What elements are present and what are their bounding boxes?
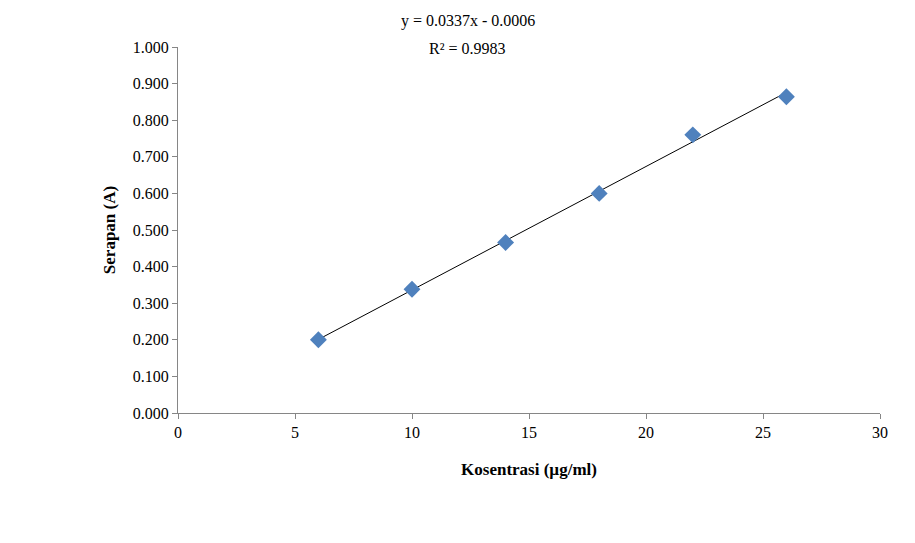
svg-text:25: 25	[755, 424, 771, 441]
svg-text:20: 20	[638, 424, 654, 441]
svg-text:5: 5	[291, 424, 299, 441]
svg-text:0.400: 0.400	[133, 258, 169, 275]
svg-text:0.900: 0.900	[133, 75, 169, 92]
svg-text:15: 15	[521, 424, 537, 441]
svg-text:0.000: 0.000	[133, 405, 169, 422]
svg-text:0: 0	[174, 424, 182, 441]
svg-text:30: 30	[872, 424, 888, 441]
svg-text:0.800: 0.800	[133, 112, 169, 129]
svg-text:0.100: 0.100	[133, 368, 169, 385]
svg-text:0.300: 0.300	[133, 295, 169, 312]
svg-text:1.000: 1.000	[133, 39, 169, 56]
svg-text:0.500: 0.500	[133, 222, 169, 239]
svg-text:0.200: 0.200	[133, 331, 169, 348]
svg-text:Serapan (A): Serapan (A)	[100, 186, 119, 274]
svg-text:y = 0.0337x - 0.0006: y = 0.0337x - 0.0006	[401, 12, 535, 30]
svg-text:R² = 0.9983: R² = 0.9983	[429, 40, 506, 57]
svg-text:0.600: 0.600	[133, 185, 169, 202]
svg-text:0.700: 0.700	[133, 148, 169, 165]
svg-text:10: 10	[404, 424, 420, 441]
svg-text:Kosentrasi (µg/ml): Kosentrasi (µg/ml)	[461, 460, 597, 479]
